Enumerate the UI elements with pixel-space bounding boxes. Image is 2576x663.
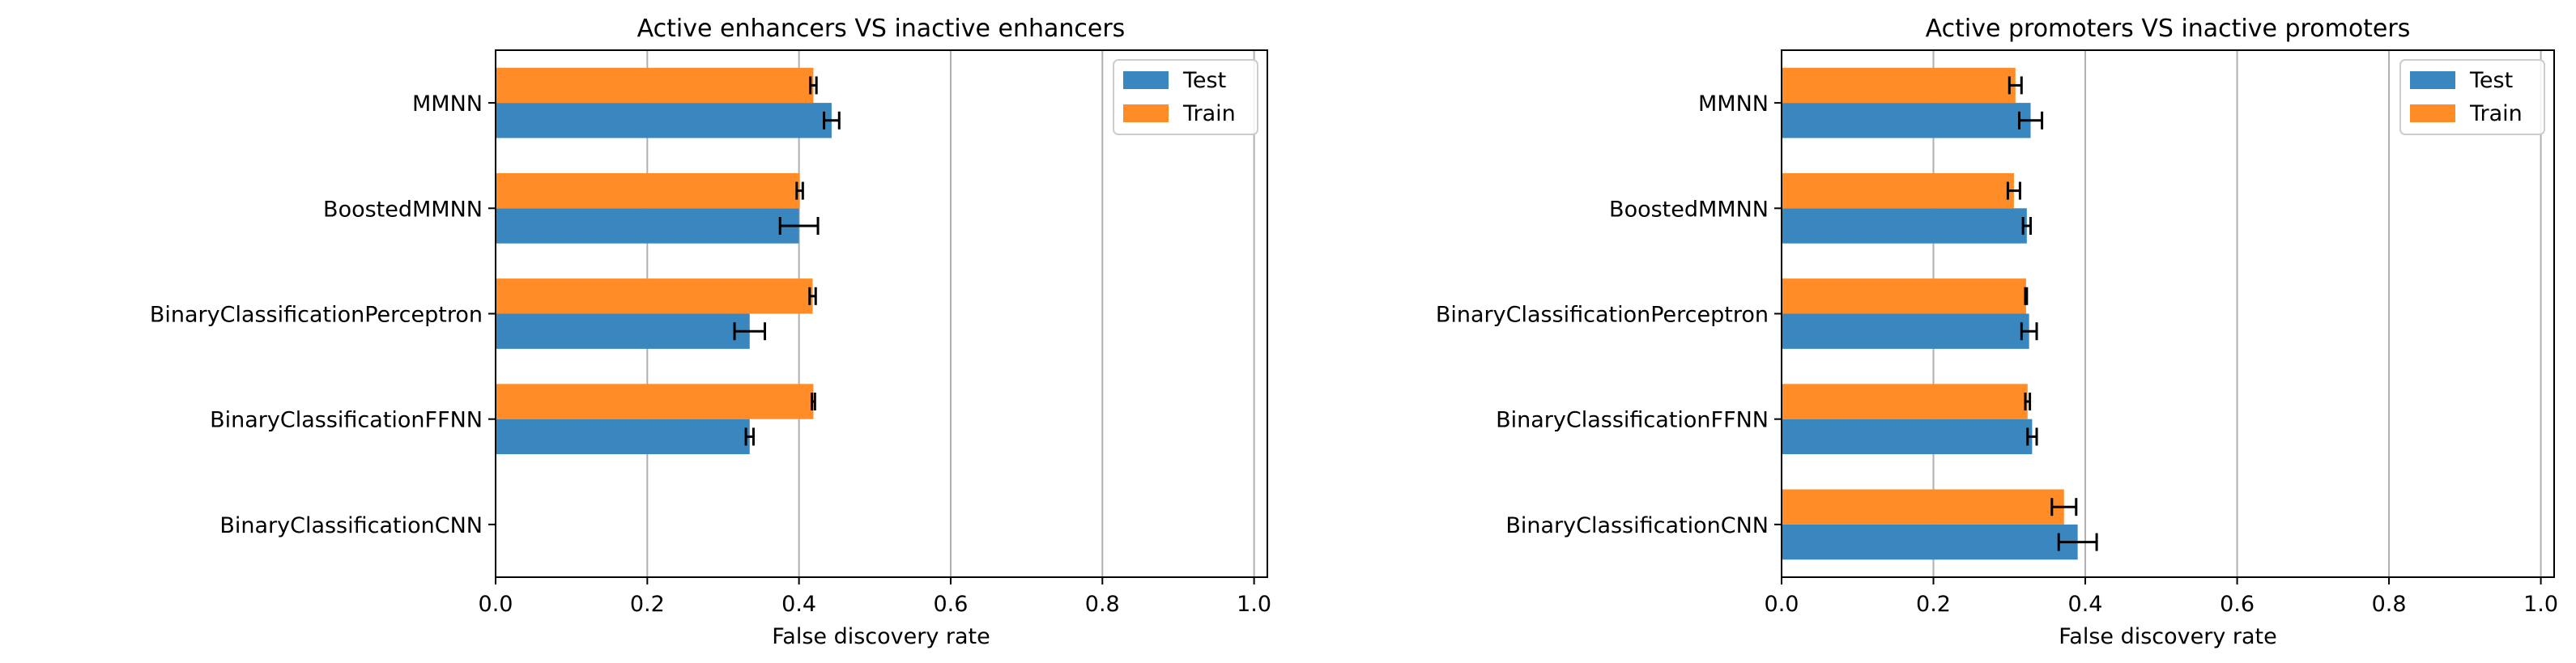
legend: Test Train <box>1113 59 1258 135</box>
bar-test <box>1782 524 2078 560</box>
x-tick-label: 0.8 <box>1085 592 1120 617</box>
x-tick-label: 0.2 <box>630 592 665 617</box>
y-ticks: MMNN BoostedMMNN BinaryClassificationPerce… <box>150 91 496 538</box>
legend-swatch-train <box>1123 104 1169 122</box>
y-tick-label: BinaryClassificationFFNN <box>1496 408 1769 433</box>
error-bars-group <box>733 76 841 446</box>
x-tick-label: 0.6 <box>2220 592 2255 617</box>
legend: Test Train <box>2399 59 2545 135</box>
bar-test <box>496 313 750 349</box>
y-ticks: MMNN BoostedMMNN BinaryClassificationPerce… <box>1436 91 1782 538</box>
bar-test <box>496 208 799 244</box>
bar-train <box>496 384 814 419</box>
legend-swatch-train <box>2410 104 2455 122</box>
y-tick-label: BoostedMMNN <box>1609 197 1769 222</box>
bar-test <box>1782 313 2029 349</box>
x-tick-label: 0.8 <box>2372 592 2407 617</box>
chart-enhancers: Active enhancers VS inactive enhancers 0… <box>150 15 1271 649</box>
bar-test <box>496 419 750 455</box>
y-tick-label: BinaryClassificationCNN <box>219 513 483 538</box>
legend-label-train: Train <box>1182 101 1236 126</box>
x-tick-label: 0.4 <box>2068 592 2103 617</box>
bar-test <box>1782 208 2027 244</box>
x-tick-label: 0.2 <box>1916 592 1951 617</box>
y-tick-label: BinaryClassificationPerceptron <box>150 303 483 328</box>
chart-title: Active promoters VS inactive promoters <box>1926 15 2411 43</box>
x-tick-label: 0.0 <box>1765 592 1799 617</box>
y-tick-label: BoostedMMNN <box>323 197 483 222</box>
bar-train <box>1782 172 2014 209</box>
chart-title: Active enhancers VS inactive enhancers <box>637 15 1126 43</box>
legend-label-test: Test <box>1182 68 1226 93</box>
legend-label-train: Train <box>2469 101 2523 126</box>
x-ticks: 0.0 0.2 0.4 0.6 0.8 1.0 <box>479 577 1271 617</box>
bars-group <box>1782 67 2078 560</box>
x-tick-label: 1.0 <box>2523 592 2558 617</box>
bars-group <box>496 67 832 455</box>
bar-train <box>1782 384 2028 419</box>
y-tick-label: MMNN <box>1698 91 1769 117</box>
legend-swatch-test <box>1123 71 1169 89</box>
x-ticks: 0.0 0.2 0.4 0.6 0.8 1.0 <box>1765 577 2558 617</box>
bar-train <box>496 278 813 314</box>
bar-test <box>496 103 832 138</box>
chart-promoters: Active promoters VS inactive promoters 0… <box>1436 15 2558 649</box>
bar-train <box>1782 67 2016 104</box>
bar-test <box>1782 419 2033 455</box>
x-tick-label: 0.6 <box>933 592 968 617</box>
bar-train <box>496 67 814 104</box>
x-tick-label: 0.4 <box>781 592 816 617</box>
x-tick-label: 1.0 <box>1237 592 1271 617</box>
bar-test <box>1782 103 2031 138</box>
bar-train <box>496 172 800 209</box>
y-tick-label: BinaryClassificationCNN <box>1505 513 1769 538</box>
bar-train <box>1782 278 2026 314</box>
error-bars-group <box>2006 76 2098 551</box>
legend-swatch-test <box>2410 71 2455 89</box>
x-axis-label: False discovery rate <box>772 624 990 649</box>
y-tick-label: MMNN <box>412 91 483 117</box>
y-tick-label: BinaryClassificationPerceptron <box>1436 303 1769 328</box>
x-axis-label: False discovery rate <box>2059 624 2277 649</box>
y-tick-label: BinaryClassificationFFNN <box>210 408 483 433</box>
x-tick-label: 0.0 <box>479 592 513 617</box>
legend-label-test: Test <box>2469 68 2513 93</box>
bar-train <box>1782 489 2064 525</box>
